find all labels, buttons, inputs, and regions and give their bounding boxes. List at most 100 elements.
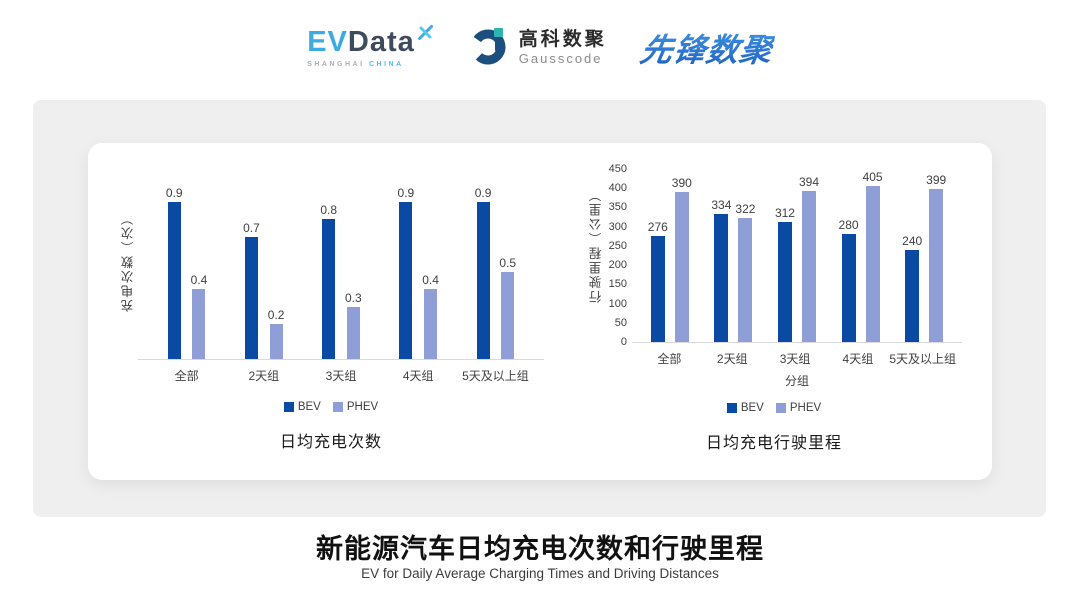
bar-group-4: 280 405: [829, 171, 893, 342]
legend: BEV PHEV: [726, 402, 822, 414]
plot-area: 276 390 334 322 312 394 280 405 240 399: [632, 148, 962, 343]
evdata-ev-text: EV: [307, 26, 348, 58]
bev-bar: [714, 213, 729, 342]
evdata-data-text: Data: [347, 26, 415, 58]
gausscode-text: 高科数聚 Gausscode: [519, 29, 607, 66]
legend-label: PHEV: [789, 402, 822, 414]
phev-bar: [269, 324, 283, 359]
bar-value-label: 0.4: [190, 273, 208, 287]
phev-bar: [424, 289, 438, 359]
bar-value-label: 322: [735, 202, 756, 217]
evdata-logo: EV Data SHANGHAI CHINA: [307, 25, 434, 68]
category-label: 4天组: [402, 369, 434, 383]
bev-bar: [650, 235, 665, 342]
phev-bar: [929, 188, 944, 342]
bar-group-2: 334 322: [702, 199, 766, 342]
bar-phev-2: 0.2: [267, 308, 285, 359]
legend-swatch-bev: [726, 403, 737, 413]
bar-group-3: 0.8 0.3: [302, 204, 379, 359]
y-tick-label: 200: [608, 259, 627, 272]
y-tick-label: 0: [620, 336, 627, 348]
bar-bev-1: 276: [648, 221, 668, 342]
pioneer-logo: 先锋数聚: [637, 25, 777, 71]
bar-value-label: 0.8: [320, 203, 337, 217]
bev-bar: [905, 249, 920, 342]
bev-bar: [322, 219, 336, 359]
bar-phev-3: 394: [799, 176, 819, 342]
bar-value-label: 0.3: [345, 290, 362, 305]
bar-value-label: 0.4: [422, 273, 439, 287]
bar-group-4: 0.9 0.4: [380, 185, 457, 359]
bar-value-label: 280: [838, 218, 859, 233]
phev-bar: [865, 186, 880, 342]
bar-group-1: 0.9 0.4: [148, 187, 225, 359]
chart-daily-driving-distance: 行驶里程（公里） 0 50 100 150 200 250 300 350 400 450 276…: [584, 148, 964, 453]
bar-group-5: 240 399: [892, 174, 956, 342]
category-label: 5天及以上组: [889, 352, 956, 366]
bev-bar: [244, 236, 258, 359]
phev-bar: [192, 289, 206, 359]
x-axis-categories: 全部 2天组 3天组 4天组 5天及以上组: [138, 360, 544, 384]
chart-daily-charging-times: 充电次数（次） 0.9 0.4 0.7 0.2 0.8 0.3 0.9 0.4 0.9 0.5 全…: [116, 163, 546, 452]
phev-bar: [802, 190, 816, 342]
page-subtitle: EV for Daily Average Charging Times and …: [361, 566, 719, 581]
legend-swatch-phev: [775, 403, 786, 413]
category-label: 3天组: [325, 369, 357, 383]
bar-phev-4: 0.4: [422, 274, 439, 359]
y-axis-label: 充电次数（次）: [121, 210, 136, 313]
bar-value-label: 0.2: [267, 308, 285, 322]
y-axis-ticks: 0 50 100 150 200 250 300 350 400 450: [606, 148, 632, 348]
legend-label: BEV: [740, 402, 764, 414]
bar-group-3: 312 394: [765, 176, 829, 342]
bar-bev-5: 0.9: [474, 185, 492, 359]
chart-card: 充电次数（次） 0.9 0.4 0.7 0.2 0.8 0.3 0.9 0.4 0.9 0.5 全…: [88, 143, 992, 480]
bar-bev-3: 0.8: [320, 204, 337, 359]
legend-item-bev: BEV: [283, 401, 321, 413]
bev-bar: [777, 222, 792, 342]
bar-phev-3: 0.3: [345, 290, 362, 359]
bar-value-label: 0.9: [397, 185, 415, 200]
bar-group-5: 0.9 0.5: [457, 185, 534, 359]
bev-bar: [399, 201, 413, 359]
legend-item-phev: PHEV: [332, 401, 379, 413]
y-tick-label: 400: [608, 182, 627, 195]
evdata-tagline: SHANGHAI CHINA: [307, 61, 403, 68]
x-axis-label: 分组: [784, 374, 809, 388]
bev-bar: [476, 201, 490, 359]
category-label: 3天组: [779, 352, 811, 366]
y-tick-label: 100: [608, 297, 627, 310]
bar-group-1: 276 390: [638, 177, 702, 342]
category-label: 2天组: [248, 369, 280, 383]
bar-phev-5: 399: [926, 174, 946, 342]
bev-bar: [841, 234, 856, 342]
bar-group-2: 0.7 0.2: [225, 222, 302, 359]
bar-value-label: 334: [711, 197, 732, 212]
bar-bev-2: 0.7: [243, 222, 260, 359]
chart-title: 日均充电次数: [279, 434, 382, 451]
header-logos: EV Data SHANGHAI CHINA 高科数聚 Gausscode: [0, 0, 1080, 96]
legend-swatch-phev: [332, 402, 343, 412]
gausscode-mark-icon: [468, 25, 510, 72]
legend: BEV PHEV: [283, 401, 379, 413]
plot-area: 0.9 0.4 0.7 0.2 0.8 0.3 0.9 0.4 0.9 0.5: [138, 163, 544, 360]
y-axis-label: 行驶里程（公里）: [589, 187, 604, 304]
bar-value-label: 394: [798, 174, 820, 189]
legend-item-bev: BEV: [726, 402, 764, 414]
phev-bar: [738, 218, 753, 342]
category-label: 全部: [657, 352, 682, 366]
bar-bev-3: 312: [775, 207, 795, 342]
bev-bar: [167, 201, 181, 359]
category-label: 2天组: [716, 352, 748, 366]
bar-value-label: 276: [647, 219, 668, 234]
bar-value-label: 0.9: [474, 185, 492, 200]
bar-bev-5: 240: [902, 235, 922, 342]
bar-bev-4: 0.9: [397, 185, 415, 359]
legend-label: BEV: [297, 401, 321, 413]
evdata-star-icon: [417, 24, 434, 45]
chart-title: 日均充电行驶里程: [705, 435, 842, 452]
phev-bar: [501, 271, 515, 359]
legend-label: PHEV: [346, 401, 379, 413]
evdata-wordmark: EV Data: [307, 25, 434, 58]
bar-value-label: 0.5: [499, 255, 517, 270]
x-axis-categories: 全部 2天组 3天组 4天组 5天及以上组: [632, 343, 962, 367]
